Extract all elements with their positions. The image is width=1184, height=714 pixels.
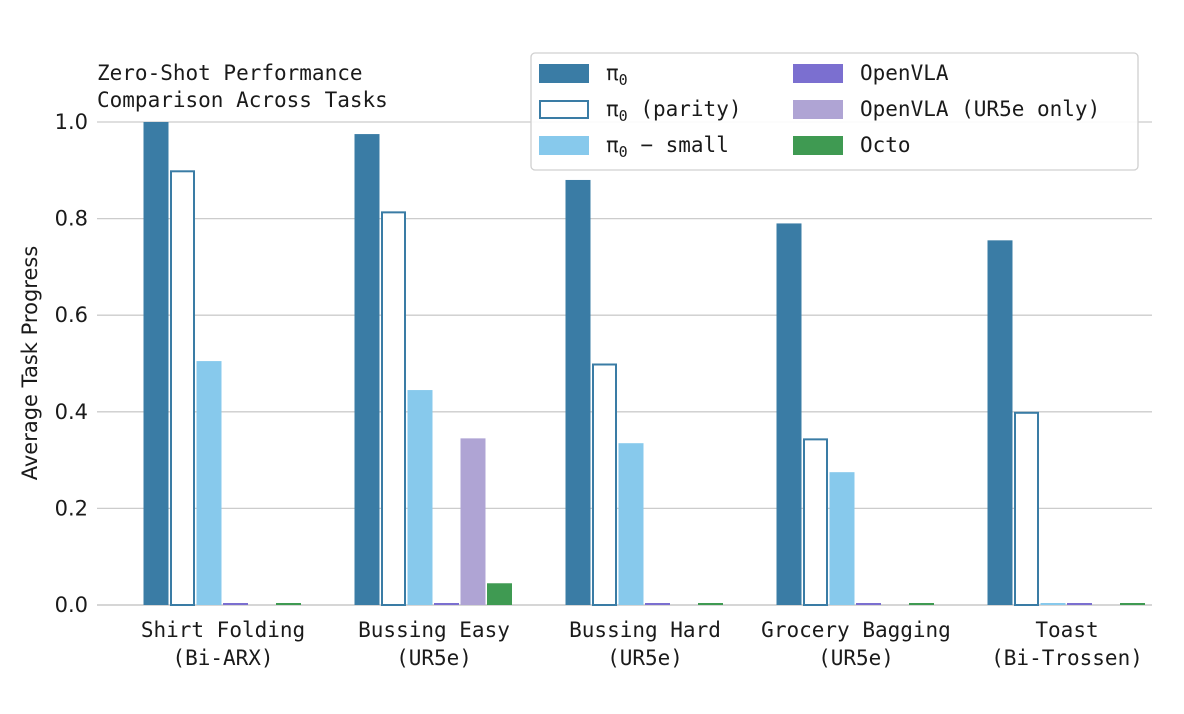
bar xyxy=(776,223,802,605)
x-tick-label: (Bi-Trossen) xyxy=(991,646,1143,670)
legend-label: π0 − small xyxy=(606,133,729,161)
bar xyxy=(381,211,406,606)
bar xyxy=(829,472,855,605)
bar xyxy=(1067,603,1092,605)
bar xyxy=(1120,603,1145,605)
bar xyxy=(987,240,1013,605)
x-tick-label: (UR5e) xyxy=(607,646,683,670)
bar xyxy=(909,603,934,605)
legend-swatch xyxy=(793,100,843,119)
bar xyxy=(143,122,169,605)
legend-swatch xyxy=(539,64,589,83)
bars xyxy=(143,122,1145,607)
y-tick-label: 0.0 xyxy=(55,593,88,617)
bar xyxy=(407,390,433,605)
bar xyxy=(460,438,486,605)
legend-label: OpenVLA (UR5e only) xyxy=(860,97,1100,121)
bar xyxy=(803,438,828,606)
legend-label: π0 xyxy=(606,61,628,89)
legend: π0 π0 (parity) π0 − small OpenVLA OpenVLA (U… xyxy=(530,52,1139,171)
x-tick-label: (UR5e) xyxy=(818,646,894,670)
x-tick-label: Bussing Easy xyxy=(358,618,510,642)
bar xyxy=(856,603,881,605)
bar xyxy=(487,583,512,605)
legend-label: Octo xyxy=(860,133,911,157)
y-tick-label: 0.2 xyxy=(55,496,88,520)
bar xyxy=(276,603,301,605)
y-tick-label: 0.6 xyxy=(55,303,88,327)
chart-title-line-1: Zero-Shot Performance xyxy=(97,61,363,85)
legend-swatch xyxy=(539,136,589,155)
bar xyxy=(354,134,380,605)
x-tick-label: Toast xyxy=(1035,618,1098,642)
y-axis-label: Average Task Progress xyxy=(18,246,42,481)
legend-swatch xyxy=(793,136,843,155)
chart-title-line-2: Comparison Across Tasks xyxy=(97,88,388,112)
legend-swatch xyxy=(793,64,843,83)
x-tick-label: (Bi-ARX) xyxy=(172,646,273,670)
y-tick-label: 0.4 xyxy=(55,400,88,424)
bar xyxy=(196,361,222,605)
x-tick-label: (UR5e) xyxy=(396,646,472,670)
x-tick-label: Grocery Bagging xyxy=(761,618,951,642)
x-tick-label: Shirt Folding xyxy=(141,618,305,642)
bar xyxy=(1014,411,1039,606)
bar xyxy=(645,603,670,605)
y-tick-label: 0.8 xyxy=(55,207,88,231)
bar xyxy=(698,603,723,605)
bar xyxy=(223,603,248,605)
x-tick-label: Bussing Hard xyxy=(569,618,721,642)
bar xyxy=(592,363,617,606)
y-tick-label: 1.0 xyxy=(55,110,88,134)
bar xyxy=(565,179,591,605)
bar xyxy=(434,603,459,605)
legend-label: OpenVLA xyxy=(860,61,949,85)
bar xyxy=(618,443,644,605)
bar xyxy=(170,170,195,607)
legend-label: π0 (parity) xyxy=(606,97,741,125)
legend-swatch xyxy=(539,100,589,119)
bar xyxy=(1040,603,1066,605)
axes: 0.0 0.2 0.4 0.6 0.8 1.0 Shirt Folding (Bi-ARX) B… xyxy=(55,110,1143,670)
